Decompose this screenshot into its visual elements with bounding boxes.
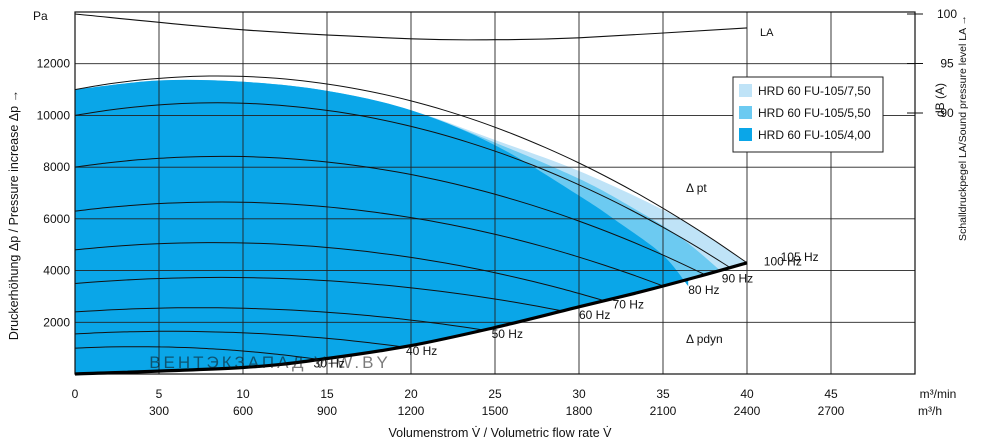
chart-labels: Pa 2000 4000 6000 8000 10000 12000 0 5 10 15 20 25 30… — [7, 7, 969, 440]
frequency-label-4: 60 Hz — [579, 308, 610, 322]
y-axis-title: Druckerhöhung Δp / Pressure increase Δp … — [7, 90, 21, 340]
y-unit-label: Pa — [33, 9, 48, 23]
x-tick-label: 40 — [740, 387, 754, 401]
frequency-curve-3 — [74, 307, 484, 331]
frequency-label-2: 40 Hz — [406, 344, 437, 358]
x-tick-secondary-label: 2100 — [650, 404, 677, 418]
plot-frame — [74, 11, 916, 375]
watermark-text: ВЕНТЭКЗАПАД V-W.BY — [149, 353, 391, 372]
right-tick-label: 95 — [940, 57, 954, 71]
x-tick-secondary-label: 600 — [233, 404, 253, 418]
la-curve — [74, 13, 748, 41]
x-tick-label: 15 — [320, 387, 334, 401]
x-tick-secondary-label: 2700 — [818, 404, 845, 418]
x-tick-secondary-label: 300 — [149, 404, 169, 418]
frequency-curve-5 — [74, 242, 605, 302]
frequency-curve-8 — [74, 102, 731, 269]
frequency-curve-7 — [74, 155, 706, 276]
legend-swatch-3 — [739, 128, 752, 141]
x-tick-label: 0 — [72, 387, 79, 401]
x-tick-label: 45 — [824, 387, 838, 401]
legend: HRD 60 FU-105/7,50 HRD 60 FU-105/5,50 HRD … — [732, 76, 884, 153]
x-tick-label: 35 — [656, 387, 670, 401]
right-tick-label: 100 — [937, 7, 957, 21]
chart-marks — [74, 13, 923, 114]
legend-label-1: HRD 60 FU-105/7,50 — [758, 84, 871, 98]
y-tick-label: 6000 — [43, 212, 70, 226]
x-axis-title: Volumenstrom V̇ / Volumetric flow rate V… — [388, 426, 612, 440]
frequency-label-7: 90 Hz — [722, 272, 753, 286]
x-tick-secondary-label: 2400 — [734, 404, 761, 418]
y-tick-label: 12000 — [37, 57, 71, 71]
frequency-curve-4 — [74, 276, 563, 312]
right-axis-unit: dB (A) — [933, 83, 947, 117]
frequency-label-6: 80 Hz — [688, 283, 719, 297]
legend-swatch-1 — [739, 84, 752, 97]
x-tick-label: 10 — [236, 387, 250, 401]
frequency-curves — [74, 75, 748, 376]
legend-label-3: HRD 60 FU-105/4,00 — [758, 128, 871, 142]
x-tick-secondary-label: 1200 — [398, 404, 425, 418]
x-unit-secondary: m³/h — [918, 404, 942, 418]
frequency-label-8: 100 Hz — [764, 255, 802, 269]
y-tick-label: 4000 — [43, 264, 70, 278]
x-tick-label: 5 — [156, 387, 163, 401]
x-tick-secondary-label: 1800 — [566, 404, 593, 418]
frequency-curve-9 — [74, 75, 748, 264]
frequency-curve-1 — [74, 346, 319, 360]
annotation-dynamic-pressure: Δ pdyn — [686, 332, 723, 346]
legend-swatch-2 — [739, 106, 752, 119]
x-tick-label: 25 — [488, 387, 502, 401]
x-tick-secondary-label: 1500 — [482, 404, 509, 418]
x-tick-label: 30 — [572, 387, 586, 401]
area-series-3 — [75, 79, 689, 375]
frequency-label-9: 105 Hz — [781, 250, 819, 264]
legend-box — [732, 76, 884, 153]
system-curve — [74, 261, 748, 376]
frequency-label-3: 50 Hz — [492, 327, 523, 341]
frequency-label-1: 30 Hz — [314, 356, 345, 370]
x-tick-secondary-label: 900 — [317, 404, 337, 418]
y-tick-label: 2000 — [43, 315, 70, 329]
grid-lines — [74, 11, 916, 375]
frequency-label-5: 70 Hz — [613, 298, 644, 312]
frequency-curve-2 — [74, 330, 403, 348]
y-tick-label: 8000 — [43, 160, 70, 174]
x-tick-label: 20 — [404, 387, 418, 401]
right-axis-title: Schalldruckpegel LA/Sound pressure level… — [957, 15, 969, 241]
frequency-curve-6 — [74, 201, 664, 287]
x-unit-primary: m³/min — [920, 387, 957, 401]
annotation-total-pressure: Δ pt — [686, 181, 707, 195]
y-tick-label: 10000 — [37, 108, 71, 122]
legend-label-2: HRD 60 FU-105/5,50 — [758, 106, 871, 120]
la-curve-label: LA — [760, 27, 774, 39]
right-tick-label: 90 — [940, 106, 954, 120]
